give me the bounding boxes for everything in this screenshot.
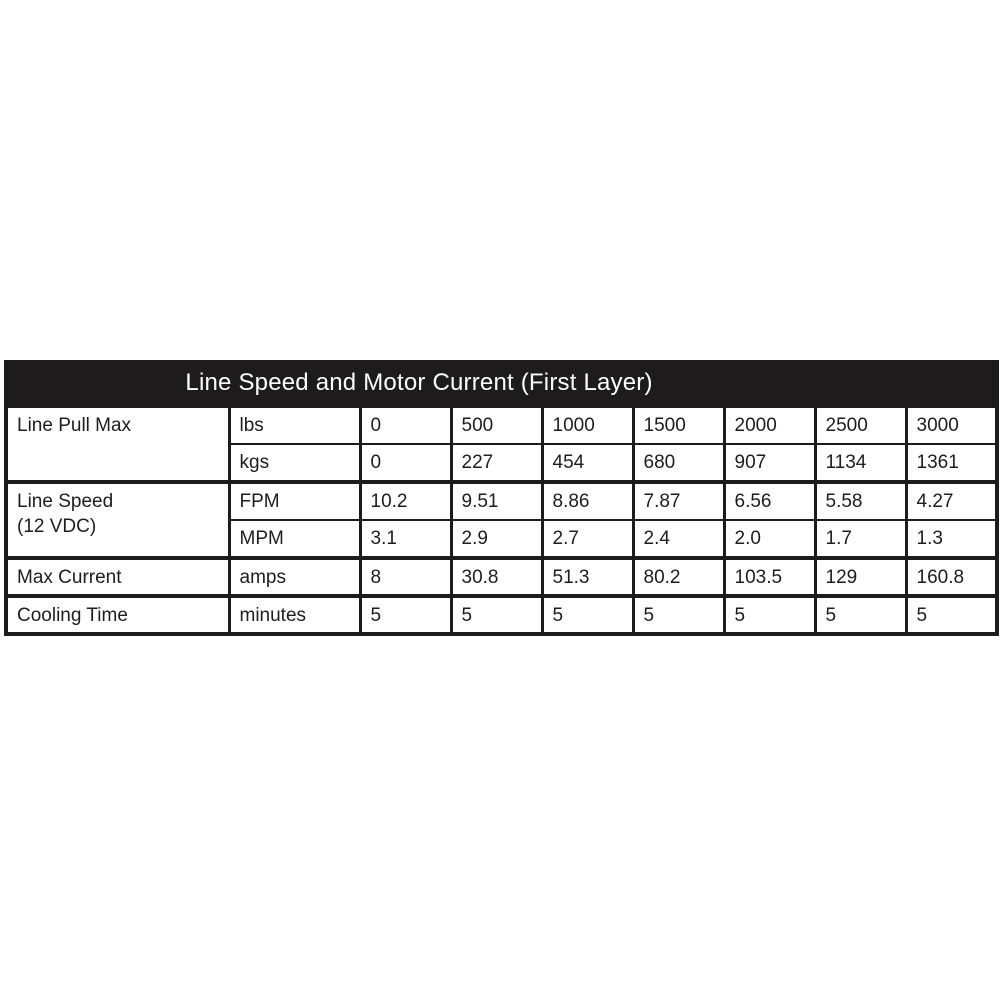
value-cell: 227 (449, 443, 543, 483)
value-cell: 1361 (904, 443, 999, 483)
value-cell: 80.2 (631, 556, 725, 597)
value-cell: 5 (449, 594, 543, 635)
unit-cell-fpm: FPM (227, 480, 361, 521)
value-cell: 103.5 (722, 556, 816, 597)
value-cell: 2500 (813, 405, 907, 445)
row-label-cooling-time: Cooling Time (4, 594, 230, 635)
value-cell: 2.4 (631, 519, 725, 559)
row-label-line-speed: Line Speed (12 VDC) (4, 480, 230, 559)
row-line-pull-kgs: kgs 0 227 454 680 907 1134 1361 (6, 443, 999, 483)
value-cell: 680 (631, 443, 725, 483)
value-cell: 1000 (540, 405, 634, 445)
value-cell: 5 (631, 594, 725, 635)
value-cell: 3.1 (358, 519, 452, 559)
value-cell: 2000 (722, 405, 816, 445)
row-line-speed-mpm: MPM 3.1 2.9 2.7 2.4 2.0 1.7 1.3 (6, 519, 999, 559)
unit-cell-lbs: lbs (227, 405, 361, 445)
table-title: Line Speed and Motor Current (First Laye… (3, 360, 1000, 408)
value-cell: 10.2 (358, 480, 452, 521)
value-cell: 5 (358, 594, 452, 635)
value-cell: 5 (904, 594, 999, 635)
row-line-pull-lbs: Line Pull Max lbs 0 500 1000 1500 2000 2… (4, 405, 999, 483)
value-cell: 2.0 (722, 519, 816, 559)
value-cell: 9.51 (449, 480, 543, 521)
value-cell: 8.86 (540, 480, 634, 521)
value-cell: 129 (813, 556, 907, 597)
value-cell: 1.7 (813, 519, 907, 559)
value-cell: 1134 (813, 443, 907, 483)
value-cell: 2.9 (449, 519, 543, 559)
value-cell: 0 (358, 405, 452, 445)
value-cell: 5 (540, 594, 634, 635)
value-cell: 5.58 (813, 480, 907, 521)
value-cell: 500 (449, 405, 543, 445)
row-label-max-current: Max Current (4, 556, 230, 597)
value-cell: 51.3 (540, 556, 634, 597)
value-cell: 3000 (904, 405, 999, 445)
value-cell: 454 (540, 443, 634, 483)
title-row: Line Speed and Motor Current (First Laye… (3, 360, 1000, 408)
value-cell: 1500 (631, 405, 725, 445)
row-line-speed-fpm: Line Speed (12 VDC) FPM 10.2 9.51 8.86 7… (4, 480, 999, 559)
unit-cell-kgs: kgs (227, 443, 361, 483)
row-label-line-pull-max: Line Pull Max (4, 405, 230, 483)
unit-cell-amps: amps (227, 556, 361, 597)
value-cell: 907 (722, 443, 816, 483)
value-cell: 0 (358, 443, 452, 483)
value-cell: 5 (813, 594, 907, 635)
value-cell: 2.7 (540, 519, 634, 559)
row-cooling-time: Cooling Time minutes 5 5 5 5 5 5 5 (4, 594, 999, 635)
value-cell: 30.8 (449, 556, 543, 597)
value-cell: 4.27 (904, 480, 999, 521)
value-cell: 6.56 (722, 480, 816, 521)
value-cell: 7.87 (631, 480, 725, 521)
unit-cell-minutes: minutes (227, 594, 361, 635)
value-cell: 160.8 (904, 556, 999, 597)
row-max-current: Max Current amps 8 30.8 51.3 80.2 103.5 … (4, 556, 999, 597)
unit-cell-mpm: MPM (227, 519, 361, 559)
value-cell: 8 (358, 556, 452, 597)
value-cell: 5 (722, 594, 816, 635)
value-cell: 1.3 (904, 519, 999, 559)
spec-table: Line Speed and Motor Current (First Laye… (3, 360, 1000, 636)
